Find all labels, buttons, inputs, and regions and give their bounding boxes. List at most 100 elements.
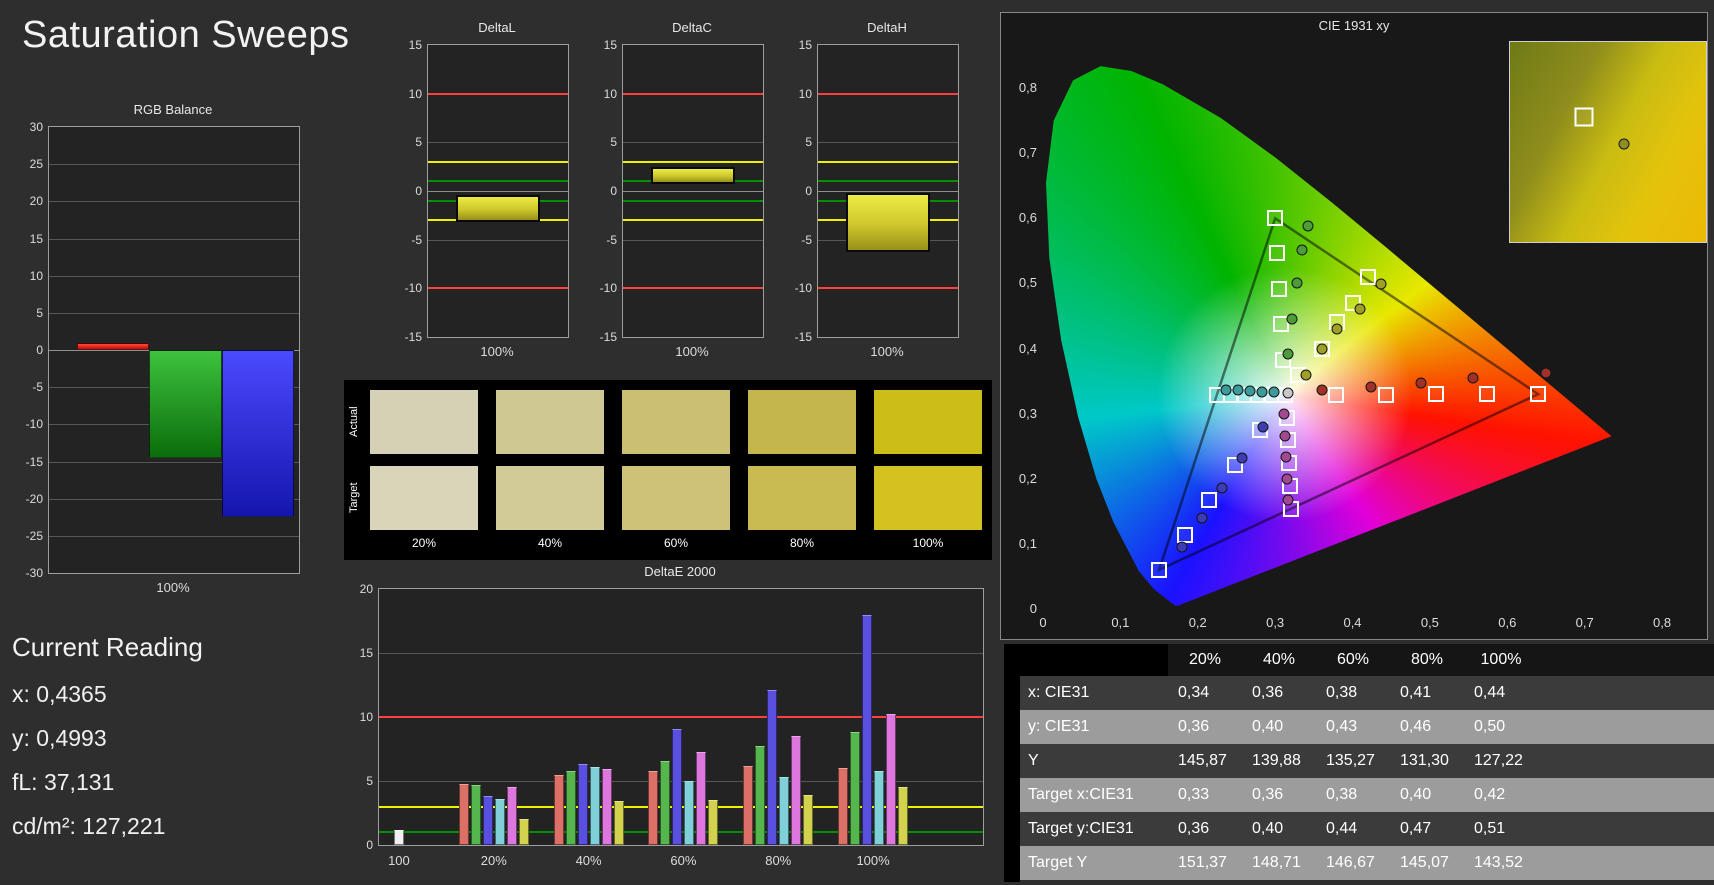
reference-line	[818, 180, 958, 183]
gridline	[428, 239, 568, 241]
x-axis-tick-label: 0,2	[1188, 615, 1207, 630]
delta-e-bar	[874, 770, 885, 845]
gridline	[49, 312, 299, 314]
x-axis-tick-label: 0,5	[1420, 615, 1439, 630]
delta-e-bar	[838, 768, 849, 845]
delta-h-title: DeltaH	[867, 20, 907, 35]
gridline	[818, 191, 958, 192]
y-axis-tick-label: 0	[415, 184, 422, 198]
gridline	[428, 142, 568, 144]
x-axis-tick-label: 0,8	[1653, 615, 1672, 630]
rgb-bar-blue	[221, 350, 294, 518]
x-axis-tick-label: 0,3	[1266, 615, 1285, 630]
table-row: Target y:CIE31 0,36 0,40 0,44 0,47 0,51	[1020, 812, 1714, 846]
reading-cdm2-label: cd/m²:	[12, 813, 76, 839]
measurement-marker	[1256, 386, 1268, 397]
y-axis-tick-label: 10	[408, 86, 422, 101]
measurement-marker	[1375, 278, 1387, 290]
delta-e-bar	[743, 765, 754, 845]
gridline	[49, 238, 299, 240]
delta-h-chart[interactable]: DeltaH -15 -10 -5 0 5 10 15 100%	[783, 18, 963, 370]
delta-c-title: DeltaC	[672, 20, 712, 35]
swatch-target-40%	[496, 466, 604, 530]
measurement-marker	[1291, 277, 1303, 289]
reference-line	[428, 92, 568, 95]
reference-line	[379, 716, 983, 718]
y-axis-tick-label: 30	[29, 120, 43, 134]
reference-line	[623, 219, 763, 222]
y-axis-tick-label: 10	[603, 86, 617, 101]
delta-h-plot: -15 -10 -5 0 5 10 15	[795, 38, 959, 344]
gamut-triangle	[1156, 216, 1541, 573]
reference-line	[623, 160, 763, 163]
rgb-bar-green	[149, 350, 222, 458]
swatch-target-80%	[748, 466, 856, 530]
target-marker	[1176, 526, 1193, 543]
delta-e-bar	[684, 781, 695, 845]
cie-1931-chart[interactable]: CIE 1931 xy 0 0,1 0,2 0,3 0,4 0,5 0,6 0,7 0,8 0 0,…	[1000, 12, 1708, 640]
y-axis-tick-label: 10	[29, 268, 43, 283]
x-axis-tick-label: 0	[1039, 615, 1047, 630]
y-axis-tick-label: -30	[25, 566, 43, 580]
measurement-marker	[1176, 541, 1188, 553]
swatch-column-label: 40%	[537, 536, 563, 550]
y-axis-tick-label: 5	[610, 135, 617, 150]
y-axis-tick-label: 5	[366, 774, 373, 788]
delta-l-chart[interactable]: DeltaL -15 -10 -5 0 5 10 15 100%	[393, 18, 573, 370]
target-marker	[1428, 386, 1445, 403]
swatch-column-label: 20%	[411, 536, 437, 550]
delta-e-bar	[803, 795, 814, 845]
delta-e-2000-chart[interactable]: DeltaE 2000 0 5 10 15 20 100 20% 40% 60% 80% 100%	[344, 562, 992, 884]
gridline	[818, 142, 958, 144]
y-axis-tick-label: 0	[805, 184, 812, 198]
y-axis-tick-label: 0	[1029, 601, 1037, 616]
table-cell: 0,36	[1178, 820, 1210, 837]
measurement-marker	[1282, 348, 1294, 360]
y-axis-tick-label: 0,6	[1018, 210, 1037, 226]
delta-e-bar	[898, 787, 909, 845]
delta-e-bar	[458, 783, 469, 845]
column-header: 100%	[1480, 651, 1522, 668]
table-row: Y 145,87 139,88 135,27 131,30 127,22	[1020, 744, 1714, 778]
cie-zoom-inset	[1509, 41, 1707, 243]
delta-e-bar	[565, 770, 576, 845]
swatch-actual-40%	[496, 390, 604, 454]
rgb-balance-chart[interactable]: RGB Balance -30 -25 -20 -15 -10 -5 0 5 10 15 20 25 3…	[8, 100, 318, 612]
reference-line	[428, 160, 568, 163]
swatch-row-label: Actual	[348, 406, 360, 438]
y-axis-tick-label: 15	[408, 38, 422, 52]
reference-line	[818, 92, 958, 95]
delta-e-bar	[577, 764, 588, 845]
y-axis-tick-label: -5	[606, 232, 617, 247]
delta-e-bar	[767, 690, 778, 845]
measurement-marker	[1257, 421, 1269, 433]
swatch-actual-100%	[874, 390, 982, 454]
delta-l-title: DeltaL	[478, 20, 516, 35]
table-cell: 0,41	[1400, 684, 1432, 701]
delta-e-bar	[708, 800, 719, 845]
column-header: 60%	[1336, 651, 1370, 668]
current-reading-heading: Current Reading	[12, 632, 203, 662]
reading-y: y: 0,4993	[12, 725, 203, 752]
delta-e-bar	[506, 787, 517, 845]
table-cell: 0,36	[1252, 786, 1284, 803]
target-marker	[1327, 386, 1344, 403]
table-cell: 0,40	[1252, 718, 1284, 735]
gridline	[623, 142, 763, 144]
saturation-swatch-panel[interactable]: Actual Target 20% 40% 60% 80% 100%	[344, 380, 992, 560]
gridline	[623, 239, 763, 241]
y-axis-tick-label: 20	[29, 194, 43, 209]
delta-c-chart[interactable]: DeltaC -15 -10 -5 0 5 10 15 100%	[588, 18, 768, 370]
table-row: x: CIE31 0,34 0,36 0,38 0,41 0,44	[1020, 676, 1714, 710]
gridline	[379, 653, 983, 654]
y-axis-tick-label: -5	[411, 232, 422, 247]
y-axis-tick-label: 10	[359, 710, 373, 724]
gridline	[49, 461, 299, 463]
target-marker	[1267, 210, 1284, 227]
delta-error-bar	[651, 166, 735, 185]
y-axis-tick-label: -10	[599, 281, 617, 296]
y-axis-tick-label: 5	[805, 135, 812, 150]
column-header: 80%	[1410, 651, 1444, 668]
table-cell: 0,33	[1178, 786, 1210, 803]
x-axis-tick-label: 0,6	[1498, 615, 1517, 630]
